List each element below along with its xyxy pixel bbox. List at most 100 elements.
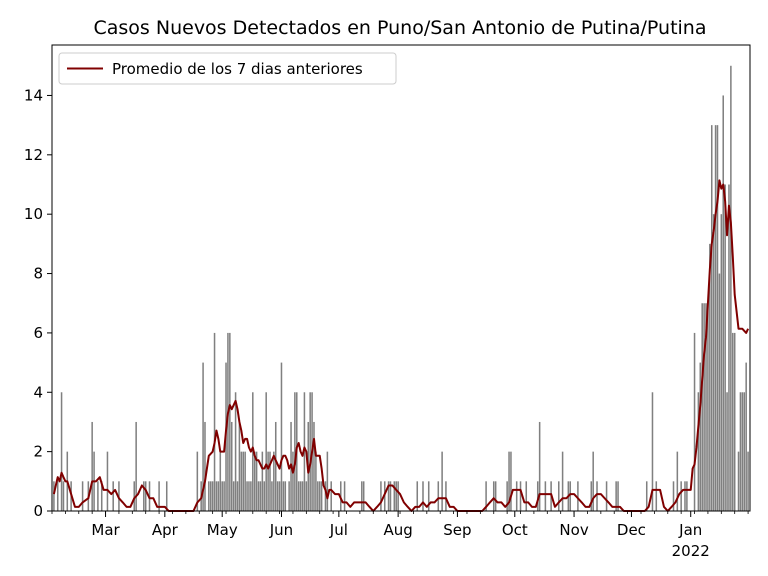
- bar: [422, 481, 424, 511]
- bar: [265, 392, 267, 511]
- bar: [315, 451, 317, 511]
- bar: [538, 421, 541, 511]
- bar: [699, 362, 702, 511]
- x-tick-label: Jun: [269, 521, 293, 539]
- bar: [441, 451, 443, 511]
- bar: [494, 481, 497, 511]
- bar: [267, 451, 269, 511]
- bar: [519, 481, 522, 511]
- bar: [714, 125, 717, 511]
- x-tick-label: Jan: [678, 521, 702, 539]
- bar: [91, 421, 93, 511]
- bar: [196, 451, 199, 511]
- bar: [739, 392, 742, 511]
- bar: [569, 481, 572, 511]
- bar: [732, 332, 734, 511]
- bar: [536, 481, 539, 511]
- bar: [305, 481, 308, 511]
- bar: [389, 481, 392, 511]
- bar: [741, 392, 744, 511]
- bar: [208, 481, 210, 511]
- bar: [590, 481, 593, 511]
- x-tick-label: Aug: [383, 521, 412, 539]
- bar: [97, 481, 99, 511]
- y-tick-label: 0: [33, 502, 43, 520]
- bar: [257, 481, 260, 511]
- bar: [135, 421, 137, 511]
- bar: [215, 481, 218, 511]
- bar: [240, 451, 243, 511]
- bar: [395, 481, 397, 511]
- bar: [427, 481, 430, 511]
- bar: [261, 451, 264, 511]
- bar: [655, 481, 658, 511]
- chart-title: Casos Nuevos Detectados en Puno/San Anto…: [94, 17, 707, 39]
- bar: [437, 481, 440, 511]
- bar: [743, 392, 746, 511]
- bar: [271, 481, 273, 511]
- bar: [284, 481, 287, 511]
- bar: [393, 481, 396, 511]
- bar: [672, 481, 675, 511]
- x-tick-label: Dec: [617, 521, 646, 539]
- bar: [294, 392, 296, 511]
- bar: [710, 125, 713, 511]
- bar: [680, 481, 682, 511]
- bar: [361, 481, 363, 511]
- bar: [263, 481, 266, 511]
- y-tick-label: 8: [33, 265, 43, 283]
- bar: [269, 451, 271, 511]
- x-axis: Mar Apr May Jun Jul Aug Sep Oct Nov Dec Jan 2022: [51, 511, 749, 560]
- legend: Promedio de los 7 dias anteriores: [58, 52, 397, 85]
- bar: [508, 451, 510, 511]
- bar: [416, 481, 419, 511]
- x-tick-label: May: [207, 521, 238, 539]
- bar: [558, 481, 560, 511]
- bar: [202, 362, 204, 511]
- bar: [387, 481, 390, 511]
- bar-group: [53, 65, 749, 512]
- y-tick-label: 2: [33, 443, 43, 461]
- bar: [81, 481, 84, 511]
- bar: [515, 481, 518, 511]
- bar: [686, 481, 688, 511]
- bar: [309, 392, 311, 511]
- bar: [229, 332, 231, 511]
- bar: [709, 243, 711, 511]
- bar: [380, 481, 382, 511]
- bar: [525, 481, 528, 511]
- bar: [217, 481, 220, 511]
- x-tick-label: Sep: [443, 521, 471, 539]
- bar: [221, 481, 223, 511]
- bar: [280, 362, 283, 511]
- bar: [718, 273, 721, 511]
- y-tick-label: 4: [33, 383, 43, 401]
- y-tick-label: 14: [24, 86, 43, 104]
- bar: [100, 481, 103, 511]
- x-tick-label: Nov: [559, 521, 588, 539]
- bar: [213, 332, 216, 511]
- bar: [720, 214, 723, 511]
- bar: [204, 421, 206, 511]
- bar: [242, 451, 244, 511]
- bar: [250, 481, 252, 511]
- bar: [158, 481, 160, 511]
- bar: [56, 481, 59, 511]
- bar: [299, 481, 302, 511]
- bar: [326, 451, 329, 511]
- bar: [722, 95, 724, 512]
- bar: [144, 481, 147, 511]
- bar: [330, 481, 332, 511]
- bar: [728, 184, 730, 511]
- bar: [112, 481, 114, 511]
- bar: [292, 451, 294, 511]
- bar: [544, 481, 547, 511]
- y-tick-label: 6: [33, 324, 43, 342]
- bar: [485, 481, 487, 511]
- bar: [745, 362, 747, 511]
- bar: [693, 332, 696, 511]
- bar: [730, 65, 732, 511]
- bar: [707, 303, 709, 511]
- bar: [273, 451, 275, 511]
- bar: [701, 303, 703, 511]
